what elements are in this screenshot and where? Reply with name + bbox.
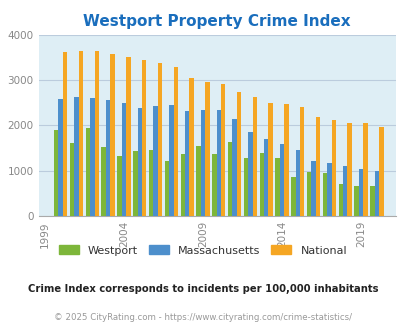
Bar [126,57,130,216]
Bar [58,99,63,216]
Bar [331,120,335,216]
Bar [378,127,383,216]
Bar [74,97,79,216]
Bar [110,54,115,216]
Bar [232,119,236,216]
Bar [284,104,288,216]
Bar [236,92,241,216]
Legend: Westport, Massachusetts, National: Westport, Massachusetts, National [54,241,351,260]
Bar [216,110,220,216]
Bar [326,163,331,216]
Bar [354,186,358,216]
Bar [153,106,158,216]
Title: Westport Property Crime Index: Westport Property Crime Index [83,14,350,29]
Bar [189,78,193,216]
Bar [268,103,272,216]
Bar [122,103,126,216]
Bar [279,144,283,216]
Bar [101,147,106,216]
Bar [212,154,216,216]
Bar [133,151,137,216]
Bar [311,161,315,216]
Bar [185,111,189,216]
Bar [164,161,169,216]
Bar [173,67,177,216]
Bar [70,143,74,216]
Bar [169,106,173,216]
Bar [54,130,58,216]
Bar [196,146,200,216]
Bar [142,60,146,216]
Bar [94,51,99,216]
Bar [243,158,247,216]
Bar [290,177,295,216]
Bar [200,111,205,216]
Bar [358,169,362,216]
Bar [338,184,342,216]
Bar [263,139,268,216]
Bar [252,97,256,216]
Bar [247,132,252,216]
Bar [205,82,209,216]
Bar [259,153,263,216]
Bar [369,186,374,216]
Bar [275,158,279,216]
Bar [106,100,110,216]
Bar [295,150,299,216]
Bar [149,150,153,216]
Bar [180,153,185,216]
Bar [220,84,225,216]
Bar [315,117,320,216]
Bar [117,156,121,216]
Text: Crime Index corresponds to incidents per 100,000 inhabitants: Crime Index corresponds to incidents per… [28,284,377,294]
Bar [79,50,83,216]
Bar [347,123,351,216]
Bar [137,108,142,216]
Bar [306,172,311,216]
Bar [85,128,90,216]
Bar [322,173,326,216]
Bar [374,171,378,216]
Bar [158,63,162,216]
Bar [227,142,232,216]
Bar [63,52,67,216]
Bar [362,123,367,216]
Bar [342,166,347,216]
Bar [299,107,304,216]
Text: © 2025 CityRating.com - https://www.cityrating.com/crime-statistics/: © 2025 CityRating.com - https://www.city… [54,313,351,322]
Bar [90,98,94,216]
